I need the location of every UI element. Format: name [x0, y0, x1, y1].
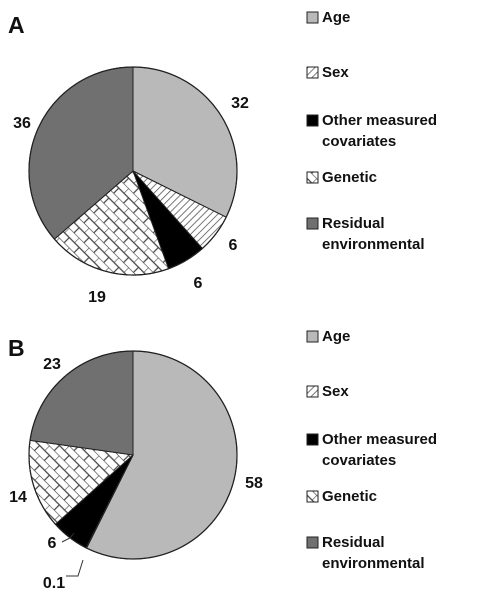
legend-swatch	[306, 536, 319, 549]
legend-label: Genetic	[322, 169, 377, 186]
data-label: 6	[48, 535, 57, 552]
legend-label: Age	[322, 9, 350, 26]
legend-swatch	[306, 171, 319, 184]
data-label: 36	[13, 115, 31, 132]
legend-a: Age Sex Other measured covariates Genetic Res…	[306, 9, 437, 253]
pie-b	[28, 350, 238, 560]
legend-label: Residual	[322, 534, 385, 551]
legend-label: environmental	[322, 555, 425, 572]
pie-a-labels: 32 6 6 19 36	[13, 95, 249, 306]
data-label: 23	[43, 356, 61, 373]
data-label: 0.1	[43, 575, 65, 592]
data-label: 6	[229, 237, 238, 254]
pie-b-labels: 58 0.1 6 14 23	[9, 356, 263, 592]
legend-label: Sex	[322, 64, 349, 81]
legend-swatch	[306, 330, 319, 343]
pie-outline	[28, 66, 238, 276]
legend-item-sex: Sex	[306, 383, 349, 400]
data-label: 14	[9, 489, 27, 506]
pie-outline	[28, 350, 238, 560]
legend-swatch	[306, 490, 319, 503]
legend-item-other-measured-covariates: Other measured covariates	[306, 431, 437, 469]
legend-label: Other measured	[322, 112, 437, 129]
legend-label: environmental	[322, 236, 425, 253]
legend-label: covariates	[322, 452, 396, 469]
chart-b: B 58 0.1 6 14 23 Age Sex Other measured covaria…	[8, 328, 437, 592]
legend-label: covariates	[322, 133, 396, 150]
legend-swatch	[306, 114, 319, 127]
legend-swatch	[306, 433, 319, 446]
legend-item-residual-environmental: Residual environmental	[306, 215, 425, 253]
legend-item-sex: Sex	[306, 64, 349, 81]
legend-item-residual-environmental: Residual environmental	[306, 534, 425, 572]
legend-item-age: Age	[306, 9, 350, 26]
chart-a: A 32 6 6 19 36 Age Sex Other measured covariate…	[8, 9, 437, 306]
pie-a	[28, 66, 238, 276]
legend-swatch	[306, 11, 319, 24]
panel-label-a: A	[8, 12, 25, 38]
legend-label: Age	[322, 328, 350, 345]
legend-item-other-measured-covariates: Other measured covariates	[306, 112, 437, 150]
legend-swatch	[306, 217, 319, 230]
data-label: 32	[231, 95, 249, 112]
data-label: 6	[194, 275, 203, 292]
leader-line	[66, 559, 84, 577]
legend-item-genetic: Genetic	[306, 169, 377, 186]
data-label: 19	[88, 289, 106, 306]
legend-item-age: Age	[306, 328, 350, 345]
legend-label: Residual	[322, 215, 385, 232]
legend-label: Other measured	[322, 431, 437, 448]
legend-swatch	[306, 385, 319, 398]
legend-label: Sex	[322, 383, 349, 400]
legend-label: Genetic	[322, 488, 377, 505]
data-label: 58	[245, 475, 263, 492]
legend-b: Age Sex Other measured covariates Genetic Res…	[306, 328, 437, 572]
panel-label-b: B	[8, 335, 25, 361]
legend-item-genetic: Genetic	[306, 488, 377, 505]
leader-line	[61, 532, 75, 543]
legend-swatch	[306, 66, 319, 79]
